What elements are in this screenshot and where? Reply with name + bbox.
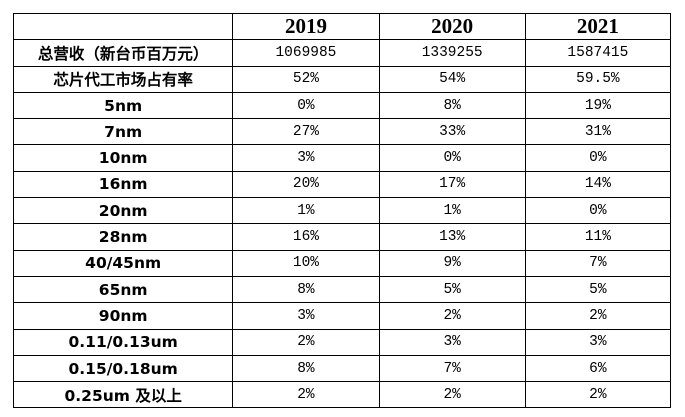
table-row: 0.25um 及以上 2% 2% 2% — [12, 381, 672, 409]
value-cell: 11% — [524, 223, 672, 251]
year-header: 2020 — [378, 12, 526, 41]
value-cell: 13% — [378, 223, 526, 251]
table-row: 16nm 20% 17% 14% — [12, 170, 672, 199]
value-cell: 8% — [232, 354, 380, 383]
row-label: 90nm — [12, 302, 234, 330]
table-row: 7nm 27% 33% 31% — [12, 118, 672, 146]
value-cell: 2% — [524, 381, 672, 409]
row-label: 0.25um 及以上 — [12, 381, 234, 409]
value-cell: 0% — [524, 144, 672, 172]
value-cell: 33% — [378, 118, 526, 146]
value-cell: 3% — [232, 144, 380, 172]
value-cell: 1% — [378, 197, 526, 225]
row-label: 40/45nm — [12, 249, 234, 277]
row-label: 总营收（新台币百万元） — [12, 39, 234, 67]
value-cell: 2% — [232, 328, 380, 356]
header-row: 2019 2020 2021 — [12, 12, 672, 41]
year-header: 2019 — [232, 12, 380, 41]
value-cell: 8% — [232, 275, 380, 304]
value-cell: 6% — [524, 354, 672, 383]
value-cell: 0% — [524, 197, 672, 225]
table-row: 20nm 1% 1% 0% — [12, 197, 672, 225]
value-cell: 0% — [232, 91, 380, 120]
value-cell: 27% — [232, 118, 380, 146]
value-cell: 3% — [232, 302, 380, 330]
corner-cell — [12, 12, 234, 41]
value-cell: 7% — [524, 249, 672, 277]
value-cell: 54% — [378, 65, 526, 93]
table-row: 0.11/0.13um 2% 3% 3% — [12, 328, 672, 356]
table-row: 40/45nm 10% 9% 7% — [12, 249, 672, 277]
row-label: 16nm — [12, 170, 234, 199]
value-cell: 19% — [524, 91, 672, 120]
value-cell: 2% — [378, 381, 526, 409]
value-cell: 0% — [378, 144, 526, 172]
value-cell: 1587415 — [524, 39, 672, 67]
row-label: 0.11/0.13um — [12, 328, 234, 356]
value-cell: 16% — [232, 223, 380, 251]
value-cell: 3% — [378, 328, 526, 356]
value-cell: 2% — [232, 381, 380, 409]
table-row: 90nm 3% 2% 2% — [12, 302, 672, 330]
value-cell: 31% — [524, 118, 672, 146]
value-cell: 17% — [378, 170, 526, 199]
table-row: 总营收（新台币百万元） 1069985 1339255 1587415 — [12, 39, 672, 67]
table-row: 10nm 3% 0% 0% — [12, 144, 672, 172]
row-label: 28nm — [12, 223, 234, 251]
value-cell: 5% — [524, 275, 672, 304]
row-label: 7nm — [12, 118, 234, 146]
value-cell: 14% — [524, 170, 672, 199]
table-row: 芯片代工市场占有率 52% 54% 59.5% — [12, 65, 672, 93]
row-label: 0.15/0.18um — [12, 354, 234, 383]
value-cell: 9% — [378, 249, 526, 277]
data-table: 2019 2020 2021 总营收（新台币百万元） 1069985 1339255… — [12, 12, 672, 409]
table-row: 0.15/0.18um 8% 7% 6% — [12, 354, 672, 383]
value-cell: 2% — [524, 302, 672, 330]
value-cell: 59.5% — [524, 65, 672, 93]
value-cell: 1339255 — [378, 39, 526, 67]
value-cell: 2% — [378, 302, 526, 330]
year-header: 2021 — [524, 12, 672, 41]
row-label: 5nm — [12, 91, 234, 120]
value-cell: 5% — [378, 275, 526, 304]
value-cell: 7% — [378, 354, 526, 383]
table-row: 5nm 0% 8% 19% — [12, 91, 672, 120]
row-label: 20nm — [12, 197, 234, 225]
table-row: 65nm 8% 5% 5% — [12, 275, 672, 304]
value-cell: 1% — [232, 197, 380, 225]
value-cell: 52% — [232, 65, 380, 93]
row-label: 芯片代工市场占有率 — [12, 65, 234, 93]
row-label: 65nm — [12, 275, 234, 304]
value-cell: 20% — [232, 170, 380, 199]
value-cell: 8% — [378, 91, 526, 120]
table-body: 总营收（新台币百万元） 1069985 1339255 1587415 芯片代工市场占有… — [12, 39, 672, 409]
row-label: 10nm — [12, 144, 234, 172]
value-cell: 3% — [524, 328, 672, 356]
table-row: 28nm 16% 13% 11% — [12, 223, 672, 251]
value-cell: 1069985 — [232, 39, 380, 67]
value-cell: 10% — [232, 249, 380, 277]
